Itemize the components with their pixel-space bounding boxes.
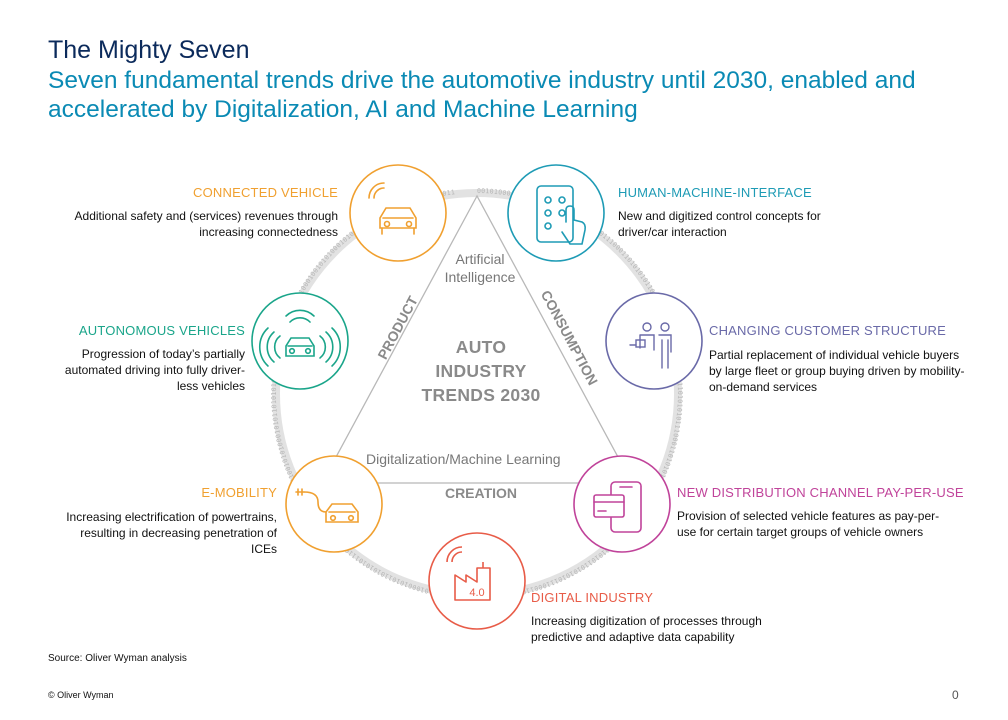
trend-desc-human-machine-interface: New and digitized control concepts for d… (618, 209, 821, 239)
trend-desc-e-mobility: Increasing electrification of powertrain… (66, 510, 277, 556)
center-title-line-1: AUTO (455, 337, 507, 357)
trend-label-e-mobility: E-MOBILITY (201, 485, 277, 500)
trend-label-connected-vehicle: CONNECTED VEHICLE (193, 185, 338, 200)
page-number: 0 (952, 688, 959, 702)
trend-desc-changing-customer-structure: Partial replacement of individual vehicl… (709, 348, 965, 394)
page-title: The Mighty Seven (48, 36, 250, 64)
trend-circle-human-machine-interface (507, 164, 605, 262)
autonomous-car-icon (259, 309, 341, 367)
trend-label-changing-customer-structure: CHANGING CUSTOMER STRUCTURE (709, 323, 947, 338)
trend-circle-changing-customer-structure (605, 292, 703, 390)
trend-circle-connected-vehicle (349, 164, 447, 262)
trend-circle-e-mobility (285, 455, 383, 553)
customers-icon (629, 322, 672, 369)
page-subtitle: Seven fundamental trends drive the autom… (48, 67, 916, 123)
trend-circle-autonomous-vehicles (251, 292, 349, 390)
trend-label-pay-per-use: NEW DISTRIBUTION CHANNEL PAY-PER-USE (677, 485, 964, 500)
factory-4-0-icon (446, 546, 491, 601)
trend-label-digital-industry: DIGITAL INDUSTRY (531, 590, 654, 605)
ai-label: Artificial Intelligence (444, 251, 516, 285)
factory-badge: 4.0 (469, 587, 484, 599)
ev-charging-icon (295, 488, 359, 523)
trend-label-human-machine-interface: HUMAN-MACHINE-INTERFACE (618, 185, 812, 200)
trend-circle-digital-industry: 4.0 (428, 532, 526, 630)
side-label-creation: CREATION (445, 485, 517, 501)
trends-triangle (320, 194, 634, 484)
center-title-line-3: TRENDS 2030 (421, 385, 541, 405)
trend-desc-connected-vehicle: Additional safety and (services) revenue… (74, 209, 338, 239)
copyright: © Oliver Wyman (48, 690, 114, 700)
center-title: AUTO INDUSTRY TRENDS 2030 (400, 335, 562, 407)
center-title-line-2: INDUSTRY (435, 361, 527, 381)
trend-desc-autonomous-vehicles: Progression of today’s partially automat… (64, 347, 245, 393)
digitalization-label: Digitalization/Machine Learning (366, 451, 561, 467)
trend-desc-digital-industry: Increasing digitization of processes thr… (531, 614, 762, 644)
connected-car-icon (368, 182, 417, 235)
trend-desc-pay-per-use: Provision of selected vehicle features a… (677, 509, 940, 539)
trend-label-autonomous-vehicles: AUTONOMOUS VEHICLES (78, 323, 245, 338)
trend-circle-pay-per-use (573, 455, 671, 553)
mobile-payment-icon (593, 481, 642, 533)
source-note: Source: Oliver Wyman analysis (48, 653, 187, 664)
tablet-touch-icon (536, 185, 586, 245)
